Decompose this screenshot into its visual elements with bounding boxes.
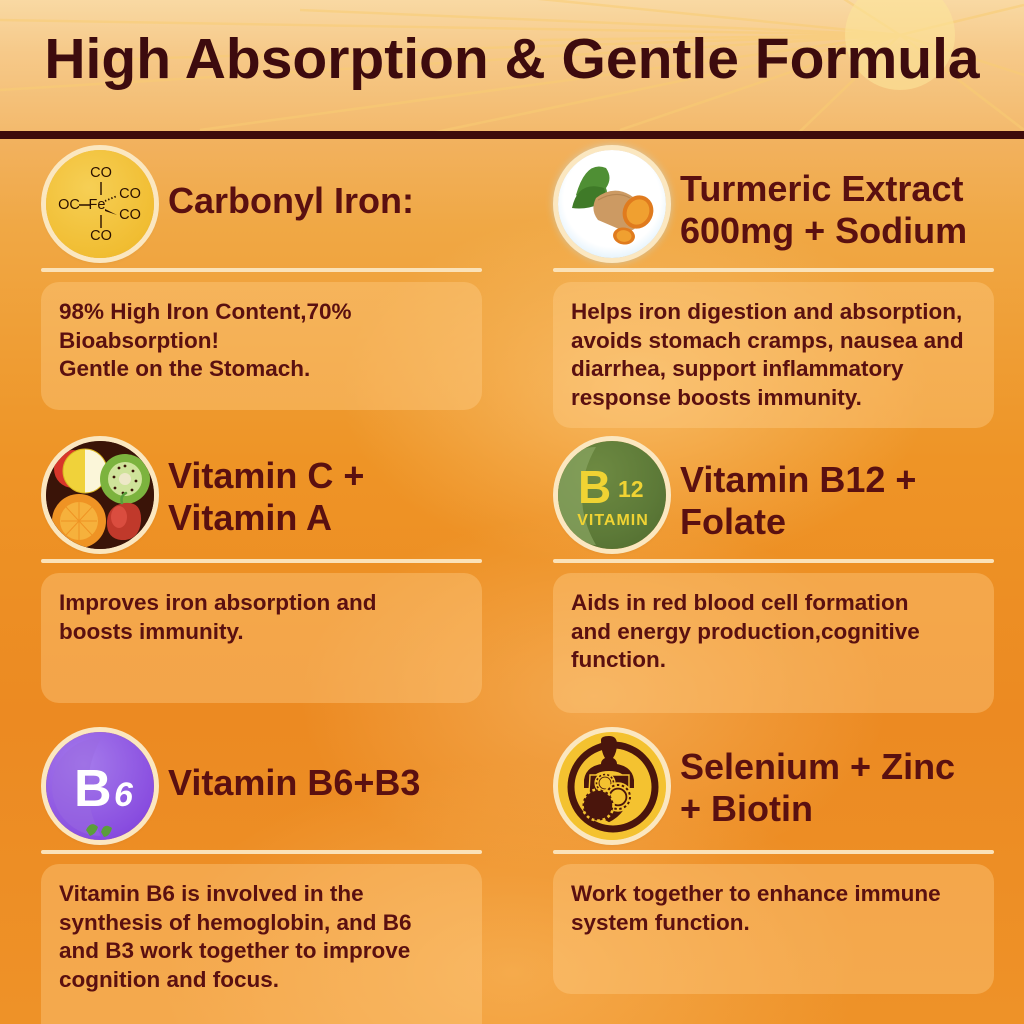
svg-text:CO: CO [90,228,112,244]
svg-text:VITAMIN: VITAMIN [577,512,649,529]
svg-text:OC: OC [58,197,80,213]
svg-text:CO: CO [119,207,141,223]
svg-text:B: B [74,760,112,818]
svg-text:CO: CO [119,186,141,202]
svg-text:6: 6 [114,776,134,814]
svg-text:Fe: Fe [89,197,106,213]
svg-text:12: 12 [618,476,644,502]
svg-text:B: B [578,461,611,513]
svg-text:CO: CO [90,165,112,181]
